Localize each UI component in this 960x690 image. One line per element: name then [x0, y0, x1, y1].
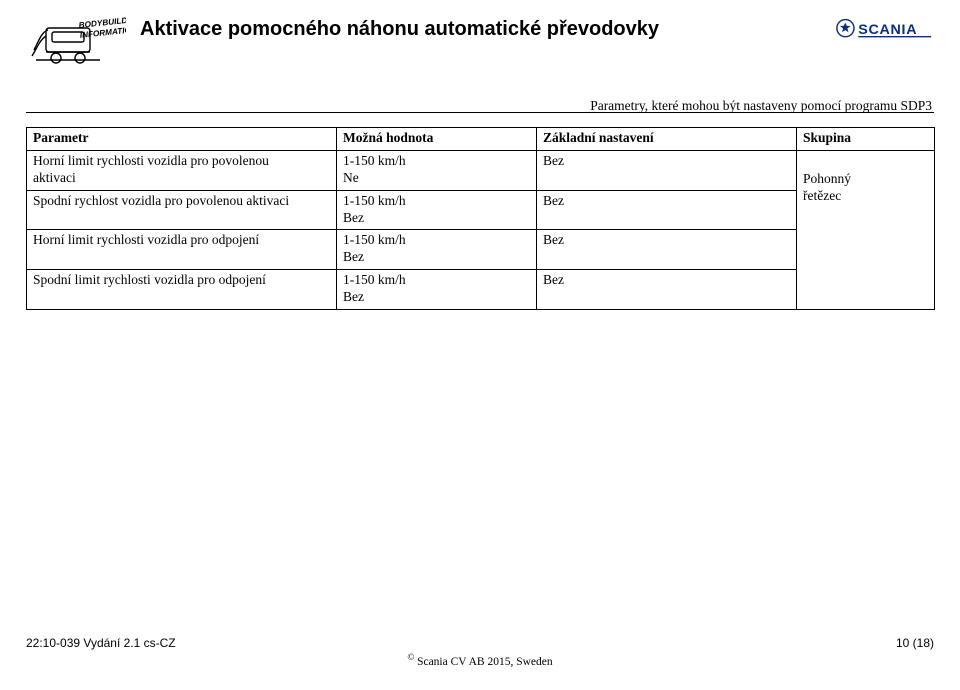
- footer-row-1: 22:10-039 Vydání 2.1 cs-CZ 10 (18): [26, 636, 934, 650]
- content: Parametr Možná hodnota Základní nastaven…: [26, 127, 934, 310]
- scania-wordmark-icon: SCANIA: [834, 16, 934, 46]
- col-header-group: Skupina: [797, 128, 935, 151]
- cell-param: Spodní rychlost vozidla pro povolenou ak…: [27, 190, 337, 230]
- col-header-default: Základní nastavení: [537, 128, 797, 151]
- cell-default: Bez: [537, 190, 797, 230]
- text: 1-150 km/h: [343, 272, 406, 287]
- footer-center: Scania CV AB 2015, Sweden: [414, 656, 552, 668]
- text: řetězec: [803, 188, 928, 205]
- text: Ne: [343, 170, 359, 185]
- text: 1-150 km/h: [343, 153, 406, 168]
- text: 1-150 km/h: [343, 193, 406, 208]
- cell-value: 1-150 km/h Bez: [337, 190, 537, 230]
- text: Bez: [343, 210, 364, 225]
- table-row: Horní limit rychlosti vozidla pro povole…: [27, 150, 935, 190]
- text: Spodní rychlost vozidla pro povolenou ak…: [33, 193, 289, 208]
- text: Horní limit rychlosti vozidla pro povole…: [33, 153, 269, 168]
- title-block: Aktivace pomocného náhonu automatické př…: [140, 16, 659, 40]
- scania-logo: SCANIA: [834, 16, 934, 52]
- bodybuilding-logo: BODYBUILDING INFORMATION: [26, 16, 126, 68]
- footer-left: 22:10-039 Vydání 2.1 cs-CZ: [26, 636, 176, 650]
- parameter-table: Parametr Možná hodnota Základní nastaven…: [26, 127, 935, 310]
- cell-default: Bez: [537, 270, 797, 310]
- footer-right: 10 (18): [896, 636, 934, 650]
- footer: 22:10-039 Vydání 2.1 cs-CZ 10 (18) © Sca…: [26, 636, 934, 668]
- footer-row-2: © Scania CV AB 2015, Sweden: [26, 652, 934, 668]
- scania-word: SCANIA: [858, 22, 917, 38]
- header: BODYBUILDING INFORMATION Aktivace pomocn…: [26, 16, 934, 114]
- page-subtitle: Parametry, které mohou být nastaveny pom…: [26, 98, 934, 114]
- truck-icon: BODYBUILDING INFORMATION: [26, 16, 126, 68]
- cell-param: Horní limit rychlosti vozidla pro odpoje…: [27, 230, 337, 270]
- header-right: SCANIA: [834, 16, 934, 52]
- cell-value: 1-150 km/h Bez: [337, 270, 537, 310]
- text: Bez: [343, 249, 364, 264]
- text: 1-150 km/h: [343, 232, 406, 247]
- col-header-param: Parametr: [27, 128, 337, 151]
- cell-group: Pohonný řetězec: [797, 150, 935, 309]
- cell-value: 1-150 km/h Ne: [337, 150, 537, 190]
- cell-param: Spodní limit rychlosti vozidla pro odpoj…: [27, 270, 337, 310]
- page-title: Aktivace pomocného náhonu automatické př…: [140, 18, 659, 40]
- cell-default: Bez: [537, 230, 797, 270]
- cell-default: Bez: [537, 150, 797, 190]
- text: Horní limit rychlosti vozidla pro odpoje…: [33, 232, 259, 247]
- text: aktivaci: [33, 170, 76, 185]
- cell-param: Horní limit rychlosti vozidla pro povole…: [27, 150, 337, 190]
- header-left: BODYBUILDING INFORMATION Aktivace pomocn…: [26, 16, 659, 68]
- text: Bez: [343, 289, 364, 304]
- cell-value: 1-150 km/h Bez: [337, 230, 537, 270]
- page: BODYBUILDING INFORMATION Aktivace pomocn…: [0, 0, 960, 690]
- header-row: BODYBUILDING INFORMATION Aktivace pomocn…: [26, 16, 934, 68]
- table-header-row: Parametr Možná hodnota Základní nastaven…: [27, 128, 935, 151]
- text: Spodní limit rychlosti vozidla pro odpoj…: [33, 272, 266, 287]
- text: Pohonný: [803, 171, 928, 188]
- col-header-value: Možná hodnota: [337, 128, 537, 151]
